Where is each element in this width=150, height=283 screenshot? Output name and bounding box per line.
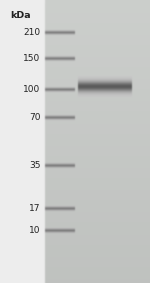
Text: kDa: kDa — [11, 11, 31, 20]
Text: 17: 17 — [29, 203, 40, 213]
Text: 150: 150 — [23, 53, 40, 63]
Text: 10: 10 — [29, 226, 40, 235]
Text: 100: 100 — [23, 85, 40, 94]
Text: 210: 210 — [23, 28, 40, 37]
Text: 35: 35 — [29, 161, 40, 170]
Text: 70: 70 — [29, 113, 40, 122]
